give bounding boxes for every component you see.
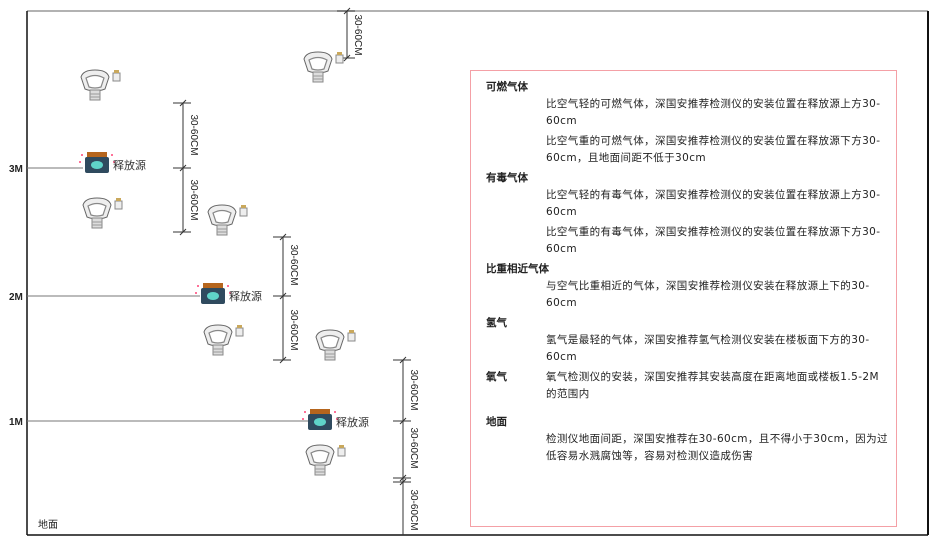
dimension-line: 30-60CM 30-60CM <box>173 99 199 236</box>
gas-source-icon <box>79 152 115 173</box>
dimension-line: 30-60CM 30-60CM 30-60CM <box>393 356 419 535</box>
level-1m-label: 1M <box>9 417 23 428</box>
gas-detector-icon <box>80 69 121 101</box>
release-source: 释放源 <box>79 152 146 173</box>
dimension-label: 30-60CM <box>288 244 299 285</box>
dimension-label: 30-60CM <box>408 489 419 530</box>
dimension-line: 30-60CM <box>337 7 363 62</box>
gas-source-icon <box>302 409 338 430</box>
section-title-toxic: 有毒气体 <box>486 172 528 184</box>
section-title-flammable: 可燃气体 <box>486 81 528 93</box>
dimension-label: 30-60CM <box>288 309 299 350</box>
text-toxic-lighter: 比空气轻的有毒气体，深国安推荐检测仪的安装位置在释放源上方30-60cm <box>546 189 881 218</box>
text-hydrogen: 氢气是最轻的气体，深国安推荐氢气检测仪安装在楼板面下方的30-60cm <box>546 334 870 363</box>
release-source: 释放源 <box>195 283 262 304</box>
release-source-label: 释放源 <box>229 289 262 303</box>
section-title-oxygen: 氧气 <box>486 371 507 383</box>
text-oxygen: 氧气检测仪的安装，深国安推荐其安装高度在距离地面或楼板1.5-2M的范围内 <box>546 371 879 400</box>
release-source-label: 释放源 <box>113 158 146 172</box>
gas-detector-icon <box>82 197 123 229</box>
gas-detector-icon <box>305 444 346 476</box>
text-flammable-lighter: 比空气轻的可燃气体，深国安推荐检测仪的安装位置在释放源上方30-60cm <box>546 98 881 127</box>
section-title-ground: 地面 <box>486 416 507 428</box>
text-flammable-heavier: 比空气重的可燃气体，深国安推荐检测仪的安装位置在释放源下方30-60cm，且地面… <box>546 135 881 164</box>
dimension-line: 30-60CM 30-60CM <box>273 233 299 364</box>
gas-detector-icon <box>203 324 244 356</box>
gas-detector-icon <box>303 51 344 83</box>
text-ground: 检测仪地面间距，深国安推荐在30-60cm，且不得小于30cm，因为过低容易水溅… <box>546 433 888 462</box>
dimension-label: 30-60CM <box>188 114 199 155</box>
section-title-hydrogen: 氢气 <box>486 317 507 329</box>
dimension-label: 30-60CM <box>352 14 363 55</box>
text-toxic-heavier: 比空气重的有毒气体，深国安推荐检测仪的安装位置在释放源下方30-60cm <box>546 226 881 255</box>
text-similar: 与空气比重相近的气体，深国安推荐检测仪安装在释放源上下的30-60cm <box>546 280 870 309</box>
release-source: 释放源 <box>302 409 369 430</box>
info-panel: 可燃气体 比空气轻的可燃气体，深国安推荐检测仪的安装位置在释放源上方30-60c… <box>470 70 897 527</box>
gas-detector-icon <box>207 204 248 236</box>
level-3m-label: 3M <box>9 164 23 175</box>
section-title-similar: 比重相近气体 <box>486 263 549 275</box>
release-source-label: 释放源 <box>336 415 369 429</box>
gas-detector-icon <box>315 329 356 361</box>
dimension-label: 30-60CM <box>408 369 419 410</box>
dimension-lines: 30-60CM30-60CM30-60CM30-60CM30-60CM30-60… <box>173 7 419 535</box>
dimension-label: 30-60CM <box>188 179 199 220</box>
gas-source-icon <box>195 283 231 304</box>
level-2m-label: 2M <box>9 292 23 303</box>
ground-label: 地面 <box>38 518 58 531</box>
dimension-label: 30-60CM <box>408 427 419 468</box>
oxygen-row: 氧气 氧气检测仪的安装，深国安推荐其安装高度在距离地面或楼板1.5-2M的范围内 <box>486 369 888 406</box>
